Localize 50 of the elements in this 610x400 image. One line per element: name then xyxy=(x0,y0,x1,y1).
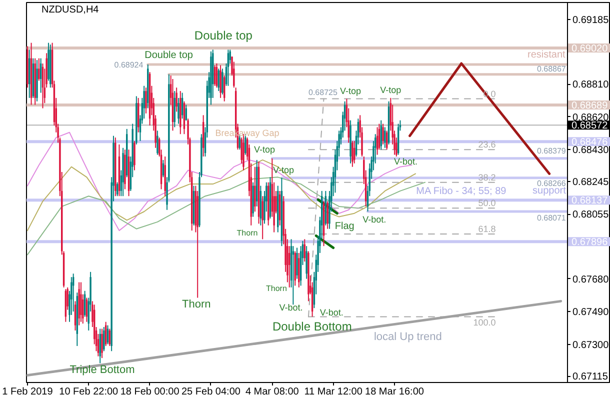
y-tick-label: 0.69185 xyxy=(572,15,610,26)
x-tick-label: 1 Feb 2019 xyxy=(2,386,54,398)
y-tick-label: 0.67115 xyxy=(572,372,608,383)
x-tick-label: 10 Feb 22:00 xyxy=(59,386,119,398)
annotation: 0.68725 xyxy=(308,88,338,97)
annotation: Double Bottom xyxy=(272,320,352,334)
y-tick-label: 0.68055 xyxy=(572,210,610,221)
y-tick-label: 0.68810 xyxy=(572,80,610,91)
series-label: 23.6 xyxy=(478,140,496,150)
series-label: 38.2 xyxy=(478,172,496,182)
annotation: Thorn xyxy=(266,284,287,293)
annotation: V-bot. xyxy=(394,156,418,166)
ref-line-label: 0.68572 xyxy=(572,120,608,132)
annotation: V-top xyxy=(380,84,402,95)
annotation: Triple Bottom xyxy=(70,364,135,376)
x-tick-label: 4 Mar 08:00 xyxy=(245,386,300,398)
annotation: support xyxy=(532,186,566,197)
ref-line-label: 0.68689 xyxy=(572,100,608,112)
y-tick-label: 0.67490 xyxy=(572,307,610,318)
x-tick-label: 18 Feb 00:00 xyxy=(120,386,180,398)
annotation: 0.68867 xyxy=(536,64,566,74)
annotation: Double top xyxy=(144,50,194,62)
annotation: Flag xyxy=(334,220,354,232)
series-label: 50.0 xyxy=(478,198,496,208)
ref-line-label: 0.69020 xyxy=(572,43,608,54)
chart-title: NZDUSD,H4 xyxy=(42,4,100,16)
annotation: V-top xyxy=(254,144,276,154)
annotation: MA Fibo - 34; 55; 89 xyxy=(416,186,507,198)
y-tick-label: 0.67680 xyxy=(572,274,610,286)
annotation: V-bot. xyxy=(320,308,344,318)
series-label: 61.8 xyxy=(478,224,496,234)
annotation: 0.68379 xyxy=(536,146,566,156)
annotation: 0.68266 xyxy=(536,178,566,188)
y-tick-label: 0.68245 xyxy=(572,176,610,188)
annotation: resistant xyxy=(528,49,566,60)
annotation: 0.68071 xyxy=(536,213,566,222)
y-tick-label: 0.67300 xyxy=(572,340,610,351)
annotation: V-bot. xyxy=(279,302,303,313)
annotation: V-bot. xyxy=(362,214,386,224)
y-tick-label: 0.68430 xyxy=(572,145,610,156)
annotation: Thorn xyxy=(236,228,258,238)
annotation: local Up trend xyxy=(374,330,442,343)
annotation: Thorn xyxy=(182,298,211,311)
series-label: 100.0 xyxy=(473,318,496,328)
x-tick-label: 25 Feb 04:00 xyxy=(182,386,241,398)
x-tick-label: 11 Mar 12:00 xyxy=(304,386,363,398)
annotation: Double top xyxy=(194,28,253,43)
annotation: 0.68924 xyxy=(114,60,144,70)
x-tick-label: 18 Mar 16:00 xyxy=(365,386,424,398)
annotation: V-top xyxy=(340,86,362,96)
